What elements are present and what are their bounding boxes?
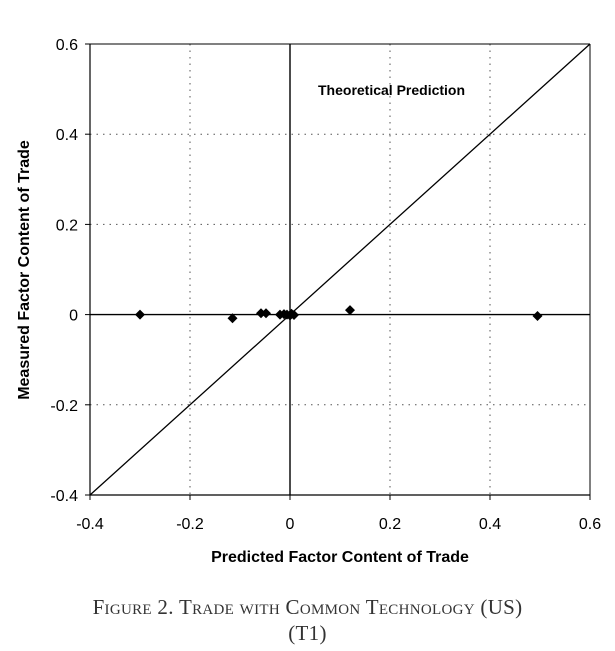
theoretical-prediction-line — [89, 43, 591, 496]
data-points — [135, 305, 543, 324]
y-tick-label: 0 — [69, 308, 78, 325]
grid-lines — [90, 44, 590, 495]
y-tick-label: -0.2 — [50, 398, 78, 415]
figure-caption: Figure 2. Trade with Common Technology (… — [20, 594, 595, 646]
y-tick-label: 0.6 — [56, 37, 78, 54]
y-tick-label: 0.2 — [56, 217, 78, 234]
x-tick-label: 0 — [286, 516, 295, 533]
y-tick-label: 0.4 — [56, 127, 78, 144]
figure-caption-line-2: (T1) — [288, 621, 327, 645]
y-tick-label: -0.4 — [50, 488, 78, 505]
data-point — [289, 310, 299, 321]
y-axis-title: Measured Factor Content of Trade — [16, 140, 33, 400]
x-tick-labels: -0.4 -0.2 0 0.2 0.4 0.6 — [76, 516, 601, 533]
data-point — [135, 309, 145, 320]
y-tick-labels: -0.4 -0.2 0 0.2 0.4 0.6 — [50, 37, 78, 505]
data-point — [261, 308, 271, 319]
x-tick-label: 0.6 — [579, 516, 601, 533]
data-point — [532, 310, 543, 321]
scatter-chart: Theoretical Prediction -0.4 -0.2 0 0.2 0.4 0.… — [16, 37, 601, 566]
x-tick-label: -0.2 — [176, 516, 204, 533]
figure-caption-line-1: Figure 2. Trade with Common Technology (… — [92, 595, 523, 619]
data-point — [345, 305, 355, 316]
theoretical-prediction-label: Theoretical Prediction — [318, 82, 465, 98]
axes — [85, 43, 591, 500]
x-tick-label: -0.4 — [76, 516, 104, 533]
data-point — [227, 313, 238, 324]
x-tick-label: 0.4 — [479, 516, 501, 533]
x-axis-title: Predicted Factor Content of Trade — [211, 549, 469, 566]
x-tick-label: 0.2 — [379, 516, 401, 533]
